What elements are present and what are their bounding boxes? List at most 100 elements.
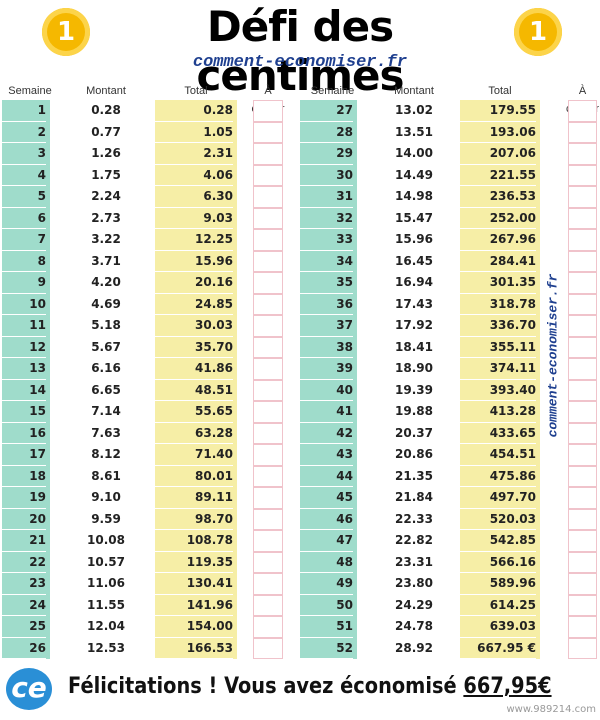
amount-cell: 6.65 bbox=[91, 382, 121, 397]
total-cell: 71.40 bbox=[155, 444, 233, 466]
footer-amount: 667,95€ bbox=[463, 674, 552, 699]
checkbox bbox=[253, 487, 283, 509]
week-column-bg bbox=[300, 100, 357, 659]
checkbox bbox=[568, 379, 597, 401]
column-header: À cocher bbox=[566, 85, 599, 115]
week-cell: 13 bbox=[2, 358, 46, 380]
week-cell: 28 bbox=[300, 122, 353, 143]
total-cell: 614.25 bbox=[460, 595, 536, 616]
total-cell: 89.11 bbox=[155, 487, 233, 509]
checkbox bbox=[253, 465, 283, 487]
total-cell: 454.51 bbox=[460, 444, 536, 466]
checkbox bbox=[253, 637, 283, 659]
amount-cell: 2.24 bbox=[91, 189, 121, 203]
total-cell: 301.35 bbox=[460, 272, 536, 294]
week-cell: 34 bbox=[300, 251, 353, 272]
checkbox bbox=[568, 444, 597, 466]
week-cell: 25 bbox=[2, 616, 46, 638]
checkbox bbox=[253, 616, 283, 638]
week-cell: 49 bbox=[300, 573, 353, 595]
total-cell: 413.28 bbox=[460, 401, 536, 423]
amount-cell: 14.98 bbox=[395, 189, 433, 203]
checkbox bbox=[568, 336, 597, 358]
total-cell: 284.41 bbox=[460, 251, 536, 272]
title: Défi des centimes bbox=[196, 2, 404, 100]
column-header: Montant bbox=[86, 85, 126, 97]
week-cell: 35 bbox=[300, 272, 353, 294]
amount-cell: 9.10 bbox=[91, 490, 121, 504]
total-cell: 9.03 bbox=[155, 208, 233, 229]
checkbox bbox=[568, 250, 597, 272]
amount-cell: 11.06 bbox=[87, 576, 125, 590]
week-cell: 27 bbox=[300, 100, 353, 122]
checkbox bbox=[568, 229, 597, 251]
week-cell: 38 bbox=[300, 337, 353, 358]
total-cell: 63.28 bbox=[155, 423, 233, 444]
checkbox bbox=[568, 186, 597, 208]
amount-cell: 5.18 bbox=[91, 318, 121, 332]
amount-cell: 7.63 bbox=[91, 425, 121, 440]
week-cell: 29 bbox=[300, 143, 353, 165]
week-cell: 15 bbox=[2, 401, 46, 423]
checkbox bbox=[568, 315, 597, 337]
amount-cell: 3.22 bbox=[91, 232, 121, 246]
total-cell: 207.06 bbox=[460, 143, 536, 165]
checkbox bbox=[253, 422, 283, 444]
checkbox bbox=[253, 336, 283, 358]
amount-cell: 9.59 bbox=[91, 511, 121, 526]
total-cell: 55.65 bbox=[155, 401, 233, 423]
checkbox bbox=[253, 594, 283, 616]
amount-cell: 1.26 bbox=[91, 146, 121, 160]
week-cell: 8 bbox=[2, 251, 46, 272]
week-cell: 24 bbox=[2, 595, 46, 616]
week-cell: 52 bbox=[300, 638, 353, 659]
amount-cell: 15.47 bbox=[395, 210, 433, 225]
checkbox bbox=[253, 250, 283, 272]
week-cell: 36 bbox=[300, 294, 353, 315]
amount-cell: 28.92 bbox=[395, 640, 433, 655]
checkbox bbox=[568, 358, 597, 380]
amount-cell: 20.37 bbox=[395, 425, 433, 440]
total-cell: 2.31 bbox=[155, 143, 233, 165]
amount-cell: 8.12 bbox=[91, 447, 121, 461]
checkbox bbox=[568, 401, 597, 423]
checkbox bbox=[568, 530, 597, 552]
week-cell: 48 bbox=[300, 552, 353, 573]
total-cell: 393.40 bbox=[460, 380, 536, 401]
amount-cell: 18.90 bbox=[395, 361, 433, 375]
amount-cell: 6.16 bbox=[91, 361, 121, 375]
amount-cell: 13.51 bbox=[395, 124, 433, 139]
total-cell: 12.25 bbox=[155, 229, 233, 251]
week-cell: 39 bbox=[300, 358, 353, 380]
total-cell: 30.03 bbox=[155, 315, 233, 337]
checkbox bbox=[253, 229, 283, 251]
amount-cell: 12.53 bbox=[87, 640, 125, 655]
total-column-bg bbox=[460, 100, 540, 659]
column-header: Total bbox=[184, 85, 208, 97]
week-cell: 2 bbox=[2, 122, 46, 143]
week-cell: 5 bbox=[2, 186, 46, 208]
amount-cell: 12.04 bbox=[87, 619, 125, 633]
total-cell: 130.41 bbox=[155, 573, 233, 595]
total-cell: 589.96 bbox=[460, 573, 536, 595]
amount-cell: 4.20 bbox=[91, 275, 121, 289]
week-cell: 10 bbox=[2, 294, 46, 315]
checkbox bbox=[568, 272, 597, 294]
week-cell: 47 bbox=[300, 530, 353, 552]
checkbox bbox=[253, 315, 283, 337]
amount-cell: 17.43 bbox=[395, 296, 433, 311]
week-cell: 6 bbox=[2, 208, 46, 229]
amount-cell: 11.55 bbox=[87, 597, 125, 612]
footer-message: Félicitations ! Vous avez économisé bbox=[68, 674, 457, 699]
amount-cell: 10.08 bbox=[87, 533, 125, 547]
total-cell: 80.01 bbox=[155, 466, 233, 487]
amount-cell: 17.92 bbox=[395, 318, 433, 332]
week-cell: 17 bbox=[2, 444, 46, 466]
total-cell: 1.05 bbox=[155, 122, 233, 143]
coin-icon: 1 bbox=[514, 8, 562, 56]
amount-cell: 7.14 bbox=[91, 404, 121, 418]
checkbox bbox=[568, 164, 597, 186]
column-header: Semaine bbox=[8, 85, 52, 97]
week-cell: 42 bbox=[300, 423, 353, 444]
checkbox bbox=[568, 508, 597, 530]
